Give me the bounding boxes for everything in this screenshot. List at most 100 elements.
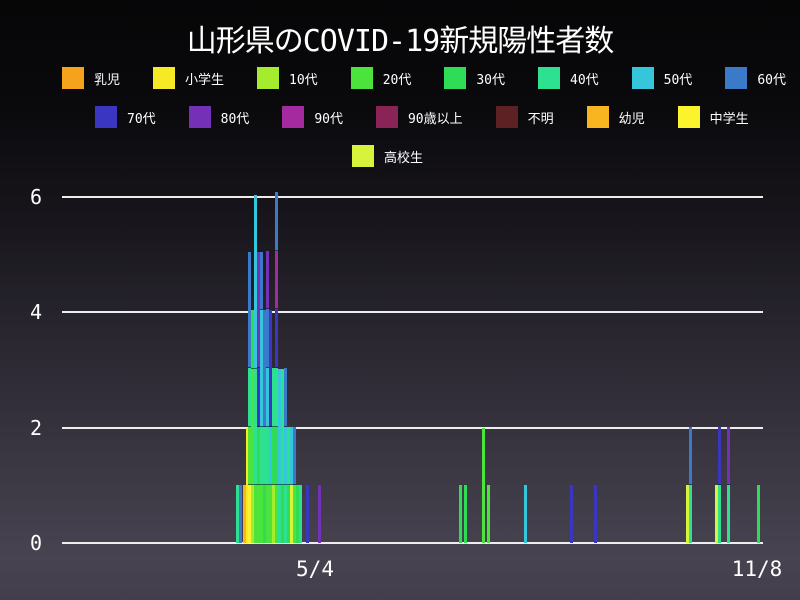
legend-swatch-icon: [538, 67, 560, 89]
bar-segment-80代: [727, 426, 730, 486]
legend-row: 高校生: [352, 144, 800, 168]
bar-stack: [284, 368, 287, 543]
legend-swatch-icon: [352, 145, 374, 167]
bar-segment-高校生: [290, 485, 293, 543]
bar-stack: [487, 485, 490, 543]
gridline-y6: [62, 196, 763, 198]
legend-item-50代: 50代: [631, 67, 693, 89]
bar-stack: [251, 310, 254, 543]
legend-item-高校生: 高校生: [352, 145, 423, 167]
bar-stack: [246, 427, 249, 543]
bar-segment-高校生: [686, 485, 689, 543]
legend-label: 90代: [314, 111, 343, 127]
legend-label: 50代: [663, 72, 693, 88]
bar-stack: [757, 485, 760, 543]
bar-segment-40代: [236, 485, 239, 543]
bar-stack: [263, 310, 266, 543]
legend-swatch-icon: [95, 106, 117, 128]
bar-segment-30代: [464, 485, 467, 543]
legend-label: 乳児: [94, 72, 121, 88]
bar-segment-40代: [727, 485, 730, 543]
bar-stack: [281, 369, 284, 543]
bar-stack: [524, 485, 527, 543]
bar-segment-中学生: [248, 485, 251, 543]
bar-segment-20代: [293, 485, 296, 543]
legend-item-90歳以上: 90歳以上: [375, 106, 463, 128]
bar-segment-30代: [251, 310, 254, 370]
y-tick-label: 0: [29, 531, 42, 555]
bar-stack: [272, 368, 275, 543]
x-tick-label: 5/4: [296, 557, 334, 581]
bar-stack: [248, 251, 251, 543]
bar-stack: [718, 426, 721, 543]
bar-segment-40代: [689, 485, 692, 543]
bar-stack: [243, 485, 246, 543]
legend-label: 不明: [527, 111, 554, 127]
bar-segment-30代: [287, 485, 290, 543]
legend-swatch-icon: [586, 106, 609, 128]
bar-segment-40代: [281, 369, 284, 486]
bar-segment-20代: [487, 485, 490, 543]
y-tick-label: 6: [29, 185, 42, 209]
bar-segment-70代: [594, 485, 597, 543]
bar-segment-60代: [260, 251, 263, 311]
legend-label: 70代: [127, 111, 156, 127]
bar-segment-50代: [284, 426, 287, 486]
bar-segment-50代: [254, 195, 257, 370]
bar-segment-70代: [718, 426, 721, 486]
bar-stack: [275, 192, 278, 543]
legend-item-幼児: 幼児: [586, 106, 645, 128]
legend-item-80代: 80代: [188, 106, 249, 128]
bar-stack: [570, 485, 573, 543]
bar-segment-50代: [290, 426, 293, 486]
legend-row: 70代 80代 90代 90歳以上 不明 幼児 中学生: [95, 105, 800, 129]
bar-stack: [266, 250, 269, 543]
bar-segment-40代: [263, 426, 266, 486]
bar-segment-90代: [275, 250, 278, 310]
bar-segment-30代: [296, 485, 299, 543]
legend-item-70代: 70代: [95, 106, 156, 128]
bar-segment-40代: [299, 485, 302, 543]
bar-stack: [459, 485, 462, 543]
plot-area: 5/4 11/8: [62, 192, 782, 581]
gridline-y2: [62, 426, 763, 429]
bar-segment-70代: [306, 485, 309, 543]
legend-swatch-icon: [631, 67, 654, 89]
legend-label: 幼児: [618, 111, 645, 127]
bar-stack: [254, 195, 257, 543]
bar-segment-80代: [318, 485, 321, 543]
bar-segment-10代: [251, 485, 254, 543]
bar-stack: [239, 485, 242, 543]
bar-stack: [306, 485, 309, 543]
legend-item-40代: 40代: [538, 67, 599, 89]
bar-segment-20代: [482, 427, 485, 543]
bar-segment-40代: [248, 368, 251, 427]
legend-swatch-icon: [62, 67, 84, 89]
bar-segment-50代: [266, 368, 269, 427]
legend-swatch-icon: [444, 67, 467, 89]
bar-stack: [318, 485, 321, 543]
legend-item-60代: 60代: [725, 67, 786, 89]
bar-segment-30代: [281, 485, 284, 543]
bar-segment-60代: [239, 485, 242, 543]
legend-label: 高校生: [384, 150, 424, 166]
bar-stack: [727, 426, 730, 543]
bar-segment-40代: [284, 485, 287, 543]
bar-segment-60代: [248, 251, 251, 369]
bar-segment-40代: [718, 485, 721, 543]
bar-stack: [293, 426, 296, 543]
bar-segment-20代: [266, 485, 269, 543]
bar-segment-60代: [284, 368, 287, 427]
bar-segment-80代: [257, 251, 260, 369]
bar-segment-20代: [260, 485, 263, 543]
bar-segment-70代: [257, 368, 260, 427]
bar-segment-70代: [570, 485, 573, 543]
y-tick-label: 2: [29, 415, 42, 440]
bar-segment-20代: [257, 485, 260, 543]
bar-stack: [236, 485, 239, 543]
legend-label: 40代: [570, 72, 599, 88]
bar-stack: [260, 251, 263, 543]
bar-stack: [269, 310, 272, 543]
bar-segment-30代: [257, 426, 260, 486]
legend-swatch-icon: [257, 67, 280, 89]
